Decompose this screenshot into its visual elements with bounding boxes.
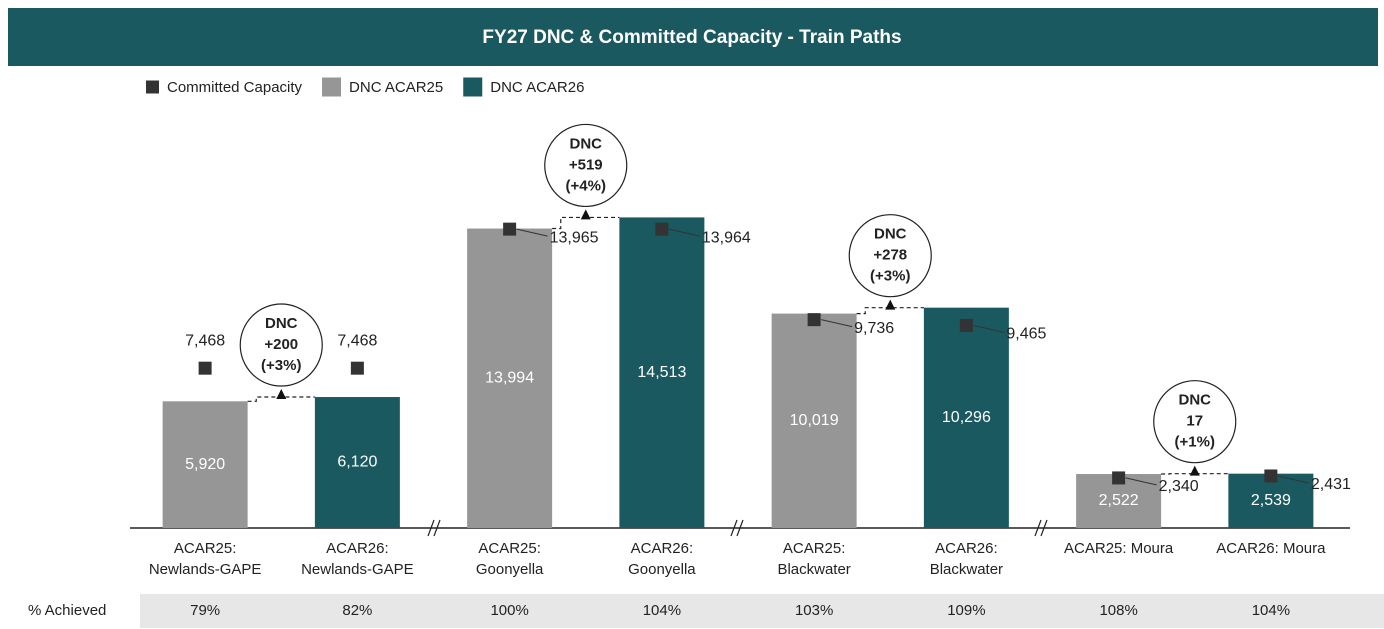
bar-value-label: 10,296 xyxy=(942,409,991,426)
committed-marker xyxy=(655,222,669,236)
bar xyxy=(1228,473,1314,528)
bar-value-label: 2,522 xyxy=(1099,492,1139,509)
leader-line xyxy=(1277,475,1309,484)
x-tick-label: Newlands-GAPE xyxy=(301,561,414,578)
committed-label: 2,340 xyxy=(1159,478,1199,495)
x-tick-label: Newlands-GAPE xyxy=(149,561,262,578)
x-tick-label: ACAR26: Moura xyxy=(1216,540,1326,557)
committed-label: 9,736 xyxy=(854,320,894,337)
dnc-annotation: DNC xyxy=(874,226,907,243)
x-tick-label: ACAR26: xyxy=(631,540,694,557)
committed-label: 2,431 xyxy=(1311,476,1351,493)
bar-value-label: 14,513 xyxy=(637,364,686,381)
committed-label: 7,468 xyxy=(337,332,377,349)
bar-value-label: 2,539 xyxy=(1251,492,1291,509)
x-tick-label: Blackwater xyxy=(930,561,1003,578)
dnc-connector xyxy=(247,396,315,402)
x-tick-label: Blackwater xyxy=(777,561,850,578)
achieved-value: 103% xyxy=(795,602,833,619)
x-tick-label: ACAR25: xyxy=(174,540,237,557)
achieved-value: 109% xyxy=(947,602,985,619)
dnc-annotation: +278 xyxy=(873,247,907,264)
achieved-band xyxy=(140,594,1384,628)
achieved-value: 108% xyxy=(1099,602,1137,619)
leader-line xyxy=(516,228,548,237)
chart-title: FY27 DNC & Committed Capacity - Train Pa… xyxy=(482,27,901,48)
committed-marker xyxy=(807,313,821,327)
committed-label: 7,468 xyxy=(185,332,225,349)
committed-marker xyxy=(503,222,517,236)
committed-label: 13,964 xyxy=(702,229,751,246)
dnc-arrow xyxy=(276,389,287,400)
dnc-annotation: DNC xyxy=(570,135,603,152)
dnc-circle xyxy=(544,123,628,208)
leader-line xyxy=(1125,477,1157,486)
committed-label: 13,965 xyxy=(550,229,599,246)
leader-line xyxy=(668,228,700,237)
dnc-annotation: DNC xyxy=(265,315,298,332)
bar-value-label: 5,920 xyxy=(185,456,225,473)
achieved-value: 104% xyxy=(643,602,681,619)
committed-marker xyxy=(350,361,364,375)
dnc-annotation: 17 xyxy=(1186,413,1203,430)
dnc-annotation: (+3%) xyxy=(870,268,910,285)
dnc-arrow xyxy=(1189,465,1200,476)
dnc-annotation: (+3%) xyxy=(261,357,301,374)
achieved-value: 100% xyxy=(490,602,528,619)
x-tick-label: ACAR26: xyxy=(935,540,998,557)
legend-swatch xyxy=(146,80,159,94)
axis-breaks xyxy=(427,519,1048,537)
bar xyxy=(619,217,705,528)
committed-marker xyxy=(959,318,973,332)
dnc-annotation: +200 xyxy=(264,336,298,353)
achieved-value: 79% xyxy=(190,602,220,619)
dnc-connector xyxy=(856,307,924,315)
bar-value-label: 13,994 xyxy=(485,369,534,386)
bar-value-label: 10,019 xyxy=(790,412,839,429)
dnc-arrow xyxy=(885,299,896,310)
x-tick-label: ACAR26: xyxy=(326,540,389,557)
dnc-annotation: (+4%) xyxy=(566,177,606,194)
committed-label: 9,465 xyxy=(1006,326,1046,343)
title-banner xyxy=(8,8,1378,66)
dnc-circle xyxy=(1153,380,1237,464)
legend-swatch xyxy=(463,77,483,97)
achieved-value: 82% xyxy=(342,602,372,619)
dnc-circle xyxy=(239,303,323,387)
achieved-value: 104% xyxy=(1252,602,1290,619)
committed-marker xyxy=(1264,469,1278,483)
legend-label: Committed Capacity xyxy=(167,79,303,96)
bar xyxy=(771,313,857,528)
dnc-connector xyxy=(552,216,620,230)
legend-label: DNC ACAR26 xyxy=(490,79,584,96)
legend-label: DNC ACAR25 xyxy=(349,79,443,96)
leader-line xyxy=(973,324,1005,333)
x-tick-label: Goonyella xyxy=(628,561,696,578)
x-tick-label: ACAR25: xyxy=(783,540,846,557)
x-tick-label: Goonyella xyxy=(476,561,544,578)
achieved-label: % Achieved xyxy=(28,602,106,619)
committed-marker xyxy=(198,361,212,375)
bar xyxy=(162,401,248,528)
dnc-arrow xyxy=(580,209,591,220)
dnc-annotation: (+1%) xyxy=(1175,434,1215,451)
dnc-circle xyxy=(848,214,932,298)
dnc-annotation: +519 xyxy=(569,156,603,173)
x-tick-label: ACAR25: xyxy=(478,540,541,557)
leader-line xyxy=(821,319,853,328)
bar-value-label: 6,120 xyxy=(337,454,377,471)
legend-swatch xyxy=(322,77,342,97)
bar xyxy=(314,397,400,528)
bar xyxy=(923,307,1009,528)
bar xyxy=(467,228,553,529)
committed-marker xyxy=(1112,471,1126,485)
x-tick-label: ACAR25: Moura xyxy=(1064,540,1174,557)
dnc-annotation: DNC xyxy=(1179,392,1212,409)
